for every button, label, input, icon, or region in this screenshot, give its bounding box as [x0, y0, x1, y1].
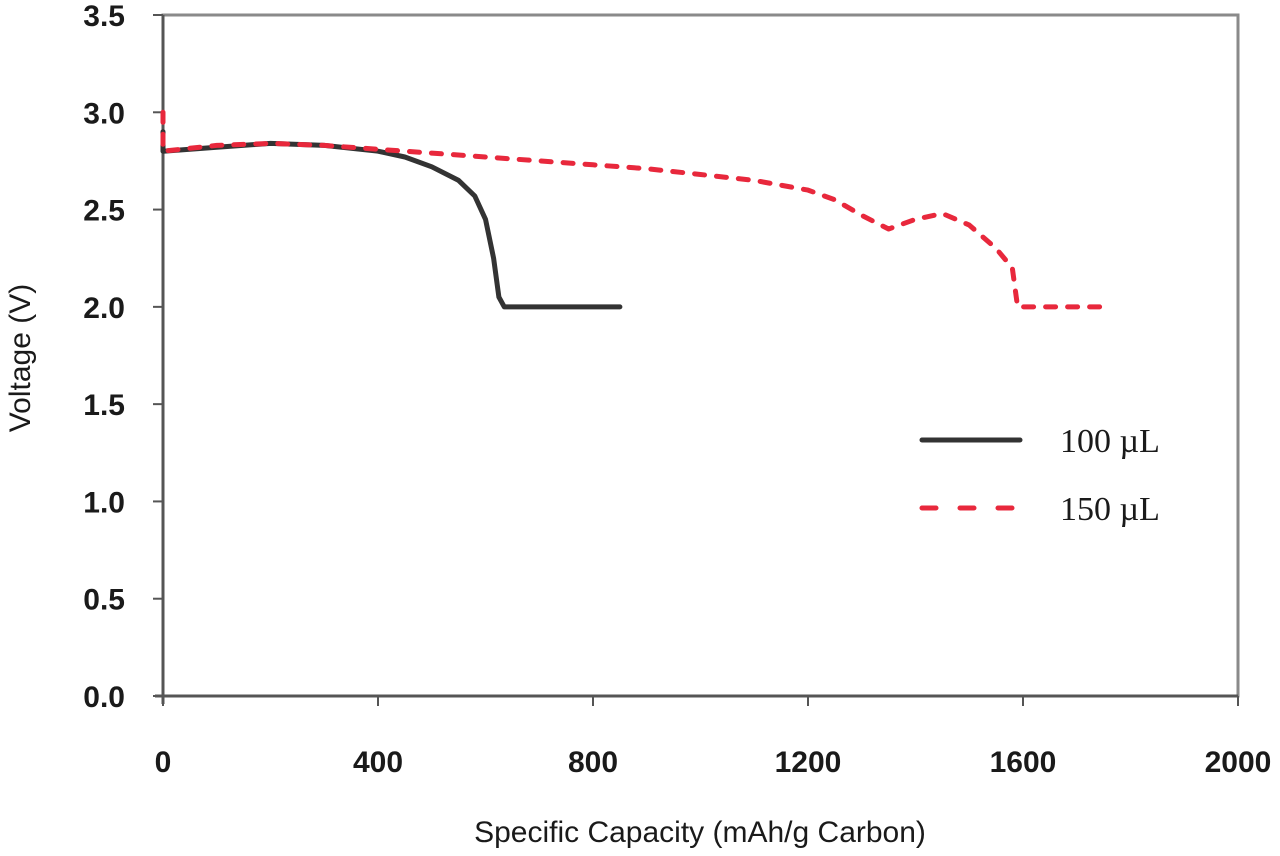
- x-axis-title: Specific Capacity (mAh/g Carbon): [474, 816, 926, 849]
- legend: 100 µL 150 µL: [919, 423, 1160, 528]
- series-line-0: [160, 129, 623, 310]
- x-axis: 0 400 800 1200 1600 2000: [155, 696, 1272, 779]
- y-tick-label: 2.0: [83, 292, 125, 325]
- x-tick-label: 800: [568, 746, 618, 779]
- x-tick-label: 400: [353, 746, 403, 779]
- x-tick-label: 0: [155, 746, 172, 779]
- y-tick-label: 1.0: [83, 486, 125, 519]
- y-axis-title: Voltage (V): [4, 284, 37, 432]
- x-tick-label: 2000: [1205, 746, 1272, 779]
- legend-label-0: 100 µL: [1060, 423, 1160, 460]
- y-tick-label: 0.5: [83, 584, 125, 617]
- y-tick-label: 2.5: [83, 195, 125, 228]
- series-layer: [160, 109, 1112, 310]
- x-tick-label: 1200: [775, 746, 842, 779]
- x-tick-label: 1600: [990, 746, 1057, 779]
- y-tick-label: 1.5: [83, 389, 125, 422]
- plot-border: [161, 13, 1240, 698]
- plot-area: [155, 13, 1240, 704]
- legend-label-1: 150 µL: [1060, 491, 1160, 528]
- y-axis: 0.0 0.5 1.0 1.5 2.0 2.5 3.0 3.5: [83, 0, 163, 714]
- series-line-1: [160, 109, 1112, 310]
- y-tick-label: 3.5: [83, 0, 125, 33]
- y-tick-label: 3.0: [83, 97, 125, 130]
- y-tick-label: 0.0: [83, 681, 125, 714]
